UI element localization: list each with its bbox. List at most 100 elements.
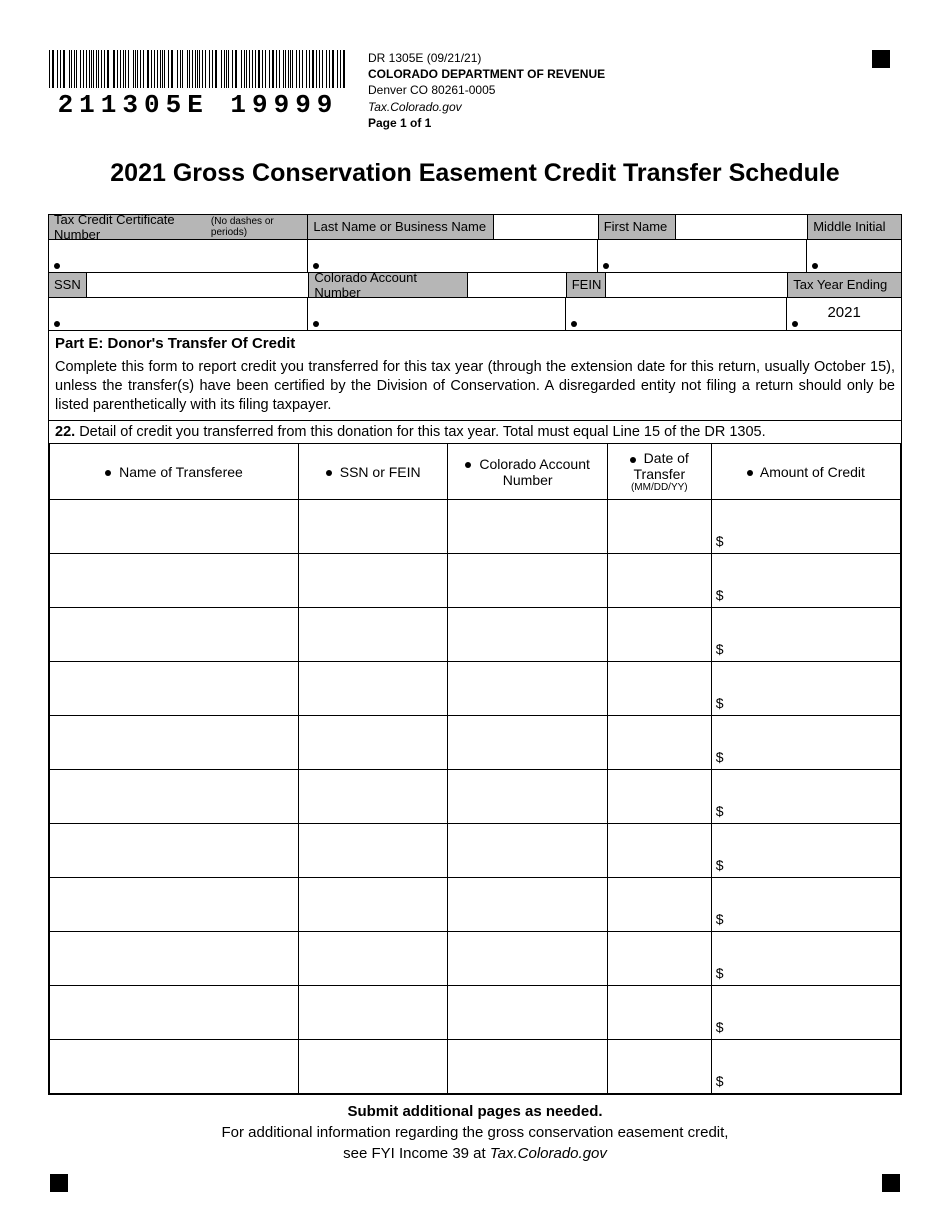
barcode-block: 211305E 19999 (48, 50, 348, 120)
table-cell[interactable] (448, 500, 607, 554)
footer-submit: Submit additional pages as needed. (347, 1103, 602, 1120)
table-cell[interactable] (50, 716, 299, 770)
col-header: SSN or FEIN (299, 444, 448, 500)
table-cell[interactable] (50, 770, 299, 824)
input-mi[interactable] (807, 240, 901, 272)
table-cell[interactable] (299, 932, 448, 986)
table-cell[interactable] (448, 770, 607, 824)
table-cell[interactable] (607, 716, 711, 770)
table-cell[interactable] (607, 932, 711, 986)
identity-grid: Tax Credit Certificate Number (No dashes… (48, 214, 902, 1096)
input-fein[interactable] (566, 298, 787, 330)
table-cell[interactable] (299, 608, 448, 662)
table-cell[interactable] (607, 770, 711, 824)
page-header: 211305E 19999 DR 1305E (09/21/21) COLORA… (48, 50, 902, 131)
table-cell[interactable] (607, 986, 711, 1040)
table-cell[interactable] (299, 554, 448, 608)
label-last-name: Last Name or Business Name (308, 215, 494, 239)
table-cell[interactable]: $ (711, 770, 900, 824)
label-ssn: SSN (49, 273, 87, 297)
table-cell[interactable]: $ (711, 662, 900, 716)
col-header: Colorado Account Number (448, 444, 607, 500)
table-cell[interactable] (50, 554, 299, 608)
table-cell[interactable] (607, 824, 711, 878)
barcode-text: 211305E 19999 (48, 90, 348, 120)
table-cell[interactable]: $ (711, 986, 900, 1040)
page-number: Page 1 of 1 (368, 115, 872, 131)
dept-name: COLORADO DEPARTMENT OF REVENUE (368, 66, 872, 82)
table-cell[interactable] (448, 878, 607, 932)
table-cell[interactable] (607, 608, 711, 662)
line-22: 22. Detail of credit you transferred fro… (49, 420, 901, 444)
col-header: Date of Transfer(MM/DD/YY) (607, 444, 711, 500)
table-row: $ (50, 554, 901, 608)
table-cell[interactable]: $ (711, 554, 900, 608)
table-row: $ (50, 932, 901, 986)
table-cell[interactable] (50, 824, 299, 878)
col-header: Name of Transferee (50, 444, 299, 500)
label-tax-year: Tax Year Ending (787, 273, 901, 297)
table-cell[interactable] (50, 986, 299, 1040)
table-cell[interactable] (448, 824, 607, 878)
part-e-heading: Part E: Donor's Transfer Of Credit (49, 330, 901, 356)
header-info: DR 1305E (09/21/21) COLORADO DEPARTMENT … (368, 50, 872, 131)
page-title: 2021 Gross Conservation Easement Credit … (48, 159, 902, 188)
table-cell[interactable]: $ (711, 1040, 900, 1094)
table-cell[interactable] (448, 716, 607, 770)
table-cell[interactable] (50, 1040, 299, 1094)
barcode-icon (48, 50, 348, 88)
label-mi: Middle Initial (807, 215, 901, 239)
dept-address: Denver CO 80261-0005 (368, 82, 872, 98)
label-co-acct: Colorado Account Number (308, 273, 468, 297)
table-row: $ (50, 878, 901, 932)
table-row: $ (50, 608, 901, 662)
table-cell[interactable] (299, 824, 448, 878)
table-cell[interactable] (607, 500, 711, 554)
table-cell[interactable] (448, 932, 607, 986)
table-cell[interactable] (448, 1040, 607, 1094)
table-cell[interactable] (50, 878, 299, 932)
registration-mark-icon (872, 50, 890, 68)
footer-website: Tax.Colorado.gov (490, 1145, 607, 1162)
table-cell[interactable] (50, 608, 299, 662)
table-cell[interactable] (448, 986, 607, 1040)
table-cell[interactable]: $ (711, 500, 900, 554)
input-tax-credit-cert[interactable] (49, 240, 308, 272)
table-cell[interactable] (50, 932, 299, 986)
table-row: $ (50, 716, 901, 770)
table-cell[interactable]: $ (711, 932, 900, 986)
table-cell[interactable] (448, 662, 607, 716)
table-cell[interactable] (448, 554, 607, 608)
table-cell[interactable] (448, 608, 607, 662)
table-cell[interactable] (607, 1040, 711, 1094)
table-row: $ (50, 770, 901, 824)
table-cell[interactable]: $ (711, 824, 900, 878)
input-first-name[interactable] (598, 240, 808, 272)
input-last-name[interactable] (308, 240, 597, 272)
table-cell[interactable]: $ (711, 878, 900, 932)
table-cell[interactable] (607, 554, 711, 608)
footer-text: Submit additional pages as needed. For a… (48, 1101, 902, 1164)
table-cell[interactable] (607, 878, 711, 932)
label-tax-credit-cert: Tax Credit Certificate Number (No dashes… (49, 215, 308, 239)
table-cell[interactable] (299, 770, 448, 824)
table-cell[interactable]: $ (711, 608, 900, 662)
input-ssn[interactable] (49, 298, 308, 330)
table-cell[interactable] (299, 500, 448, 554)
form-id: DR 1305E (09/21/21) (368, 50, 872, 66)
table-cell[interactable]: $ (711, 716, 900, 770)
footer-info2a: see FYI Income 39 at (343, 1145, 490, 1162)
table-cell[interactable] (607, 662, 711, 716)
table-cell[interactable] (299, 1040, 448, 1094)
detail-table: Name of Transferee SSN or FEIN Colorado … (49, 444, 901, 1094)
table-cell[interactable] (299, 716, 448, 770)
table-cell[interactable] (50, 500, 299, 554)
table-cell[interactable] (299, 986, 448, 1040)
table-cell[interactable] (299, 878, 448, 932)
input-co-acct[interactable] (308, 298, 565, 330)
label-fein: FEIN (566, 273, 606, 297)
table-row: $ (50, 1040, 901, 1094)
table-cell[interactable] (50, 662, 299, 716)
table-row: $ (50, 824, 901, 878)
table-cell[interactable] (299, 662, 448, 716)
